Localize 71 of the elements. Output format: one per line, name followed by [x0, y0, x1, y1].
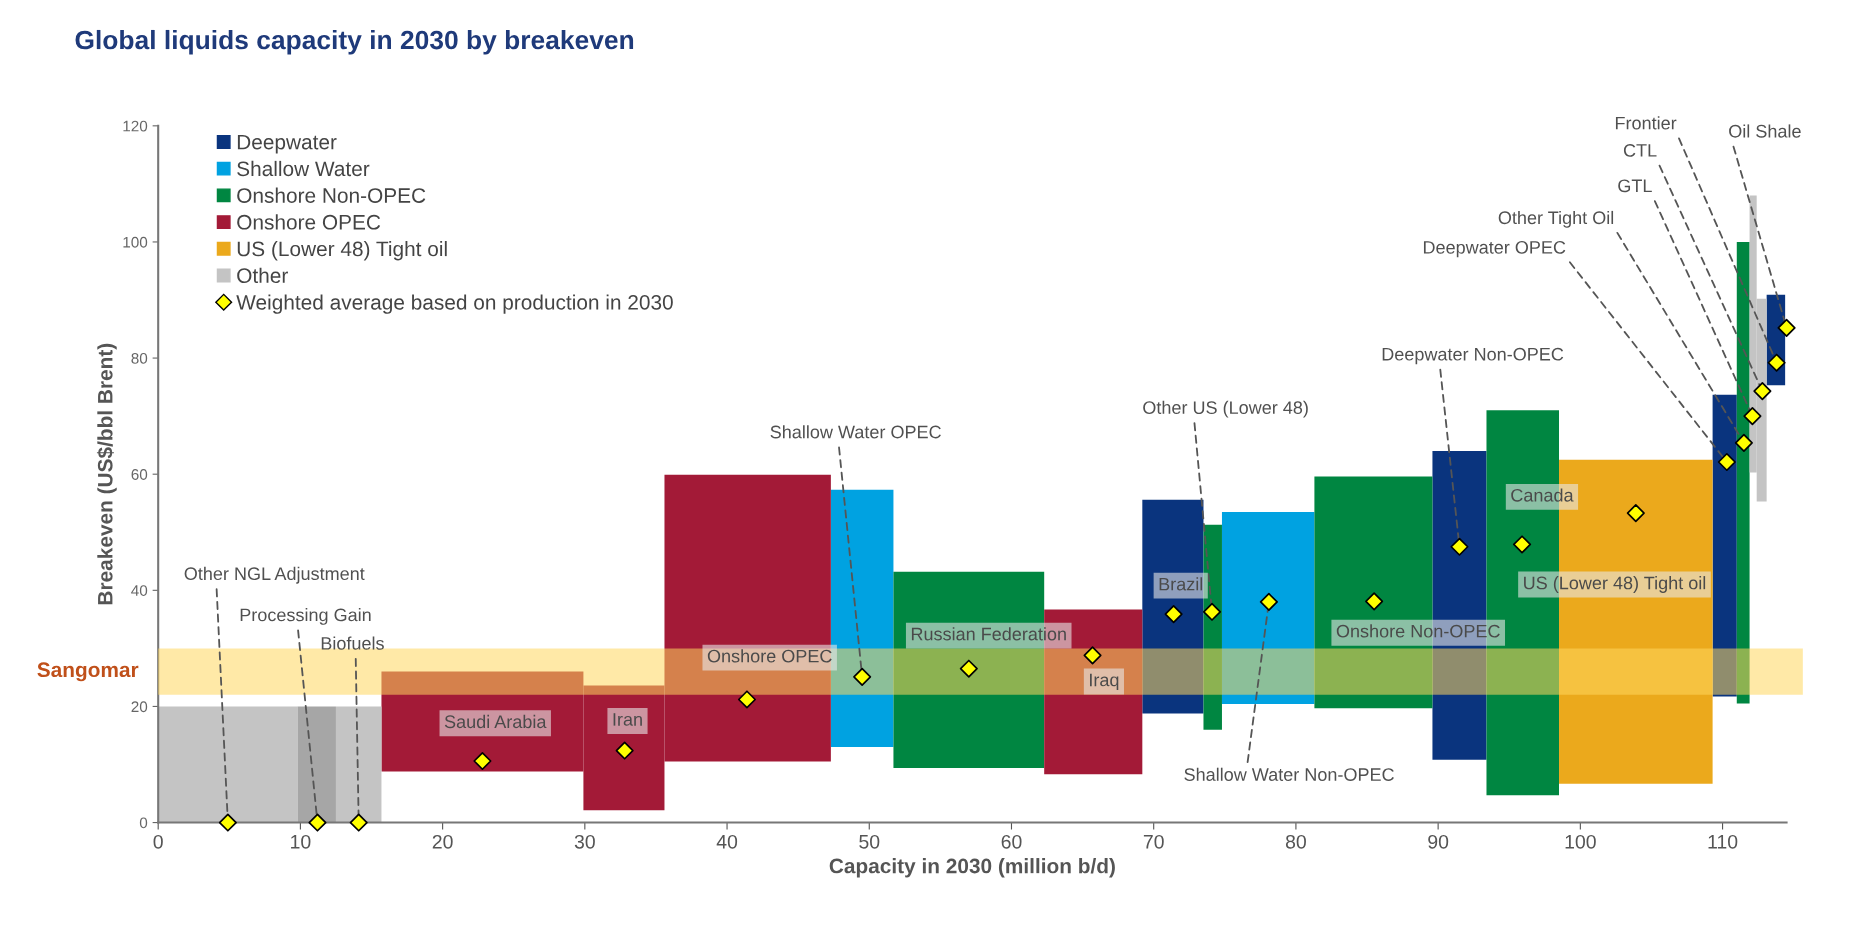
annotation: Other NGL Adjustment	[184, 566, 365, 584]
point	[737, 690, 757, 709]
point	[1164, 605, 1183, 624]
point	[959, 659, 978, 678]
x-tick-label: 100	[1565, 834, 1596, 849]
annotation: Saudi Arabia	[444, 714, 547, 729]
point	[1259, 592, 1278, 611]
x-tick-label: 30	[574, 834, 595, 849]
legend-label: US (Lower 48) Tight oil	[237, 241, 447, 261]
x-tick-label: 80	[1285, 834, 1306, 849]
annotation: Deepwater OPEC	[1423, 240, 1566, 258]
point	[1083, 646, 1102, 665]
x-tick-label: 50	[859, 834, 880, 849]
annotation: Other Tight Oil	[1498, 210, 1614, 228]
point	[1753, 382, 1772, 401]
annotation: CTL	[1623, 144, 1657, 157]
band-label: Sangomar	[37, 662, 139, 682]
y-axis-title: Breakeven (US$/bbl Brent)	[96, 343, 117, 605]
legend-label: Weighted average based on production in 2030	[236, 294, 673, 314]
annotation: Brazil	[1159, 577, 1203, 591]
annotation: Other US (Lower 48)	[1143, 400, 1308, 418]
x-tick-label: 20	[432, 834, 453, 849]
annotation: Oil Shale	[1729, 124, 1801, 138]
point	[615, 741, 634, 760]
x-tick-label: 0	[153, 834, 163, 849]
annotation: Onshore Non-OPEC	[1336, 624, 1500, 638]
annotation: Iraq	[1090, 673, 1119, 690]
annotation: Deepwater Non-OPEC	[1382, 347, 1564, 365]
point	[1717, 452, 1736, 472]
annotation: Iran	[613, 713, 642, 726]
y-tick-label: 80	[131, 352, 148, 364]
x-axis-title: Capacity in 2030 (million b/d)	[829, 858, 1115, 878]
point	[1743, 407, 1762, 426]
point	[1365, 592, 1384, 611]
y-tick-label: 20	[131, 701, 148, 713]
annotation: Shallow Water OPEC	[770, 425, 941, 439]
chart-title: Global liquids capacity in 2030 by breakeven	[75, 29, 634, 55]
annotation: Onshore OPEC	[707, 649, 832, 663]
x-tick-label: 110	[1708, 834, 1738, 849]
annotation: GTL	[1618, 179, 1652, 193]
legend-label: Onshore OPEC	[237, 214, 381, 230]
point	[1512, 535, 1532, 554]
y-tick-label: 40	[131, 585, 148, 596]
annotation: Shallow Water Non-OPEC	[1184, 767, 1394, 781]
y-tick-label: 100	[123, 236, 148, 248]
y-tick-label: 60	[131, 469, 148, 480]
x-tick-label: 70	[1143, 834, 1164, 849]
legend-label: Onshore Non-OPEC	[237, 187, 426, 203]
x-tick-label: 60	[1001, 834, 1022, 849]
legend-label: Other	[237, 267, 288, 284]
point	[308, 813, 327, 832]
point	[1734, 433, 1753, 452]
point	[1767, 353, 1786, 372]
point	[218, 813, 237, 832]
legend-label: Deepwater	[237, 134, 337, 154]
x-tick-label: 10	[291, 834, 311, 849]
y-tick-label: 0	[139, 817, 148, 829]
annotation: Biofuels	[321, 636, 384, 650]
annotation: Processing Gain	[240, 608, 371, 625]
y-tick-label: 120	[123, 120, 148, 132]
x-tick-label: 40	[716, 834, 738, 849]
annotation: Frontier	[1615, 116, 1677, 130]
legend-label: Shallow Water	[237, 160, 370, 177]
point	[1450, 537, 1469, 556]
point	[349, 813, 368, 832]
point	[1777, 318, 1796, 337]
point	[853, 667, 872, 686]
point	[473, 751, 492, 771]
point	[1626, 504, 1645, 523]
point	[1202, 602, 1222, 621]
x-tick-label: 90	[1428, 834, 1449, 849]
